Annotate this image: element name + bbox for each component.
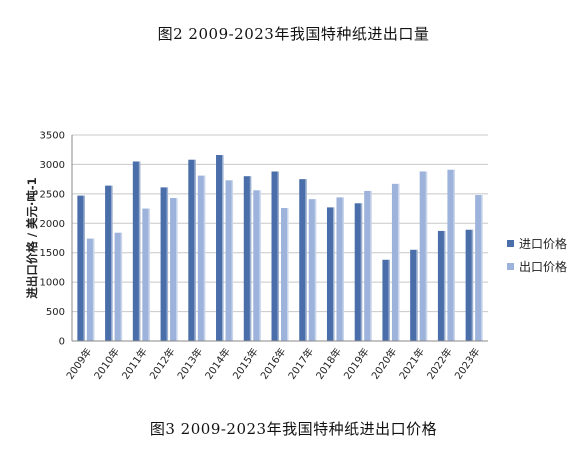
x-tick-label: 2016年 bbox=[257, 345, 288, 381]
bar-highlight bbox=[83, 195, 85, 341]
x-tick-label: 2021年 bbox=[396, 345, 427, 381]
y-tick-label: 0 bbox=[59, 337, 65, 348]
x-tick-label: 2009年 bbox=[63, 345, 94, 381]
legend-swatch-export bbox=[507, 263, 514, 270]
y-tick-label: 3000 bbox=[40, 160, 65, 171]
bar-export-price bbox=[281, 207, 289, 341]
bar-highlight bbox=[138, 161, 141, 341]
bar-highlight bbox=[194, 159, 196, 341]
legend-label-import: 进口价格 bbox=[519, 236, 567, 251]
y-tick-label: 2000 bbox=[40, 219, 65, 230]
axes bbox=[71, 135, 488, 342]
bar-import-price bbox=[188, 159, 196, 341]
x-tick-label: 2023年 bbox=[452, 345, 483, 381]
bar-import-price bbox=[299, 179, 307, 341]
bar-export-price bbox=[197, 175, 206, 341]
bar-highlight bbox=[360, 203, 363, 341]
bar-import-price bbox=[271, 171, 279, 341]
y-tick-label: 2500 bbox=[40, 189, 65, 200]
bar-import-price bbox=[132, 161, 141, 341]
bar-import-price bbox=[465, 229, 474, 341]
bar-highlight bbox=[481, 195, 483, 341]
bar-highlight bbox=[148, 208, 150, 341]
bar-export-price bbox=[142, 208, 150, 341]
bars bbox=[77, 155, 483, 341]
bar-export-price bbox=[336, 197, 344, 341]
bar-export-price bbox=[170, 197, 178, 341]
x-tick-label: 2022年 bbox=[424, 345, 455, 381]
x-tick-label: 2011年 bbox=[119, 345, 150, 381]
bar-export-price bbox=[225, 180, 234, 341]
x-tick-label: 2013年 bbox=[174, 345, 205, 381]
bar-import-price bbox=[77, 195, 85, 341]
bar-highlight bbox=[314, 199, 317, 341]
legend-label-export: 出口价格 bbox=[519, 259, 567, 274]
bar-import-price bbox=[326, 207, 335, 341]
x-tick-label: 2017年 bbox=[285, 345, 316, 381]
top-figure-caption: 图2 2009-2023年我国特种纸进出口量 bbox=[157, 25, 430, 43]
bar-highlight bbox=[453, 169, 455, 341]
y-tick-labels: 0 500 1000 1500 2000 2500 3000 3500 bbox=[40, 131, 65, 348]
bar-import-price bbox=[160, 187, 169, 341]
x-tick-label: 2018年 bbox=[313, 345, 344, 381]
bottom-figure-caption: 图3 2009-2023年我国特种纸进出口价格 bbox=[149, 420, 438, 438]
bar-highlight bbox=[342, 197, 344, 341]
bar-highlight bbox=[443, 230, 446, 341]
bar-import-price bbox=[243, 176, 252, 341]
bar-highlight bbox=[416, 249, 418, 341]
bar-highlight bbox=[287, 207, 289, 341]
x-tick-label: 2019年 bbox=[341, 345, 372, 381]
y-tick-label: 1500 bbox=[40, 248, 65, 259]
bar-highlight bbox=[176, 197, 178, 341]
bar-highlight bbox=[231, 180, 234, 341]
bar-export-price bbox=[419, 171, 428, 341]
bar-export-price bbox=[308, 199, 317, 341]
bar-highlight bbox=[388, 259, 390, 341]
bar-highlight bbox=[166, 187, 169, 341]
bar-highlight bbox=[203, 175, 206, 341]
bar-import-price bbox=[216, 155, 224, 341]
bar-import-price bbox=[410, 249, 418, 341]
bar-highlight bbox=[425, 171, 428, 341]
bar-highlight bbox=[259, 190, 261, 341]
bar-export-price bbox=[364, 190, 372, 341]
bar-export-price bbox=[447, 169, 455, 341]
x-tick-label: 2010年 bbox=[91, 345, 122, 381]
bar-import-price bbox=[354, 203, 363, 341]
legend: 进口价格 出口价格 bbox=[507, 236, 567, 274]
bar-highlight bbox=[471, 229, 474, 341]
bar-highlight bbox=[120, 232, 123, 341]
y-tick-label: 500 bbox=[46, 307, 65, 318]
x-tick-label: 2020年 bbox=[368, 345, 399, 381]
x-tick-label: 2012年 bbox=[147, 345, 178, 381]
bar-import-price bbox=[437, 230, 446, 341]
gridlines bbox=[72, 134, 488, 313]
x-tick-labels: 2009年2010年2011年2012年2013年2014年2015年2016年… bbox=[63, 345, 482, 381]
bar-export-price bbox=[475, 195, 483, 341]
x-tick-label: 2015年 bbox=[230, 345, 261, 381]
bar-highlight bbox=[111, 185, 113, 341]
bar-highlight bbox=[92, 238, 95, 341]
bar-highlight bbox=[397, 183, 400, 341]
bar-export-price bbox=[391, 183, 400, 341]
bar-highlight bbox=[222, 155, 224, 341]
bar-highlight bbox=[370, 190, 372, 341]
bar-highlight bbox=[277, 171, 279, 341]
bar-export-price bbox=[253, 190, 261, 341]
y-tick-label: 3500 bbox=[40, 131, 65, 142]
y-tick-label: 1000 bbox=[40, 278, 65, 289]
bar-highlight bbox=[305, 179, 307, 341]
bar-export-price bbox=[114, 232, 123, 341]
bar-export-price bbox=[86, 238, 95, 341]
y-axis-label: 进出口价格 / 美元·吨-1 bbox=[25, 177, 39, 298]
bar-import-price bbox=[382, 259, 390, 341]
bar-highlight bbox=[332, 207, 335, 341]
bar-highlight bbox=[249, 176, 252, 341]
legend-swatch-import bbox=[507, 240, 514, 247]
x-tick-label: 2014年 bbox=[202, 345, 233, 381]
bar-import-price bbox=[105, 185, 113, 341]
